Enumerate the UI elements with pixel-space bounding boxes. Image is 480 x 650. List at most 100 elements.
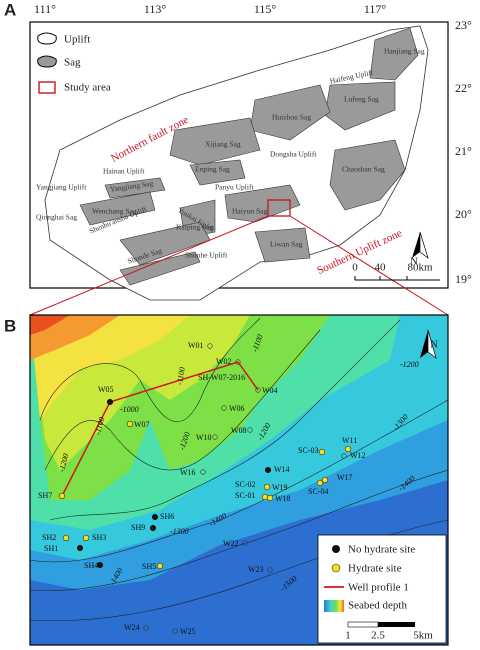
region-label: Huizhou Sag <box>272 113 311 122</box>
zoom-line <box>289 215 449 316</box>
well-label: SH7 <box>38 491 52 500</box>
legend-label: Well profile 1 <box>348 582 409 594</box>
north-label: N <box>410 256 418 268</box>
well-label: W14 <box>274 465 290 474</box>
scale-bar <box>347 621 379 628</box>
region-label: Yangjiang Uplift <box>36 183 87 192</box>
panel-label: A <box>4 0 16 19</box>
contour-label: -1000 <box>120 405 139 414</box>
well-label: W24 <box>124 623 140 632</box>
region-label: Chaoshan Sag <box>342 165 385 174</box>
study-area-box <box>267 199 291 217</box>
well-label: SH6 <box>160 512 174 521</box>
latitude-label: 21° <box>455 144 472 158</box>
well-label: W18 <box>275 494 291 503</box>
well-label: W22 <box>223 539 239 548</box>
scale-label: 5km <box>413 630 433 642</box>
well-sites <box>58 343 352 634</box>
sags <box>79 27 419 286</box>
legend-a: Uplift Sag Study area <box>34 28 152 100</box>
well-label: W19 <box>272 483 288 492</box>
region-label: Panyu Uplift <box>215 183 254 192</box>
well-label: W23 <box>248 565 264 574</box>
region-label: Dongsha Uplift <box>270 150 317 159</box>
well-label: W07 <box>134 420 150 429</box>
legend-label: Seabed depth <box>348 600 407 612</box>
well-label: SH2 <box>42 533 56 542</box>
legend-label: Study area <box>64 82 111 94</box>
seabed-swatch <box>324 600 344 612</box>
scale-label: 1 <box>345 630 351 642</box>
longitude-label: 117° <box>364 2 387 16</box>
hydrate-swatch <box>331 563 341 573</box>
region-label: Shunhe Uplift <box>185 251 228 260</box>
legend-label: Hydrate site <box>348 563 402 575</box>
north-arrow <box>419 231 429 259</box>
latitude-labels: 23° 22° 21° 20° 19° <box>455 18 472 286</box>
latitude-label: 23° <box>455 18 472 32</box>
scale-bar-a: 0 40 80km <box>352 262 440 281</box>
region-label: Kaiping Sag <box>176 223 214 232</box>
well-labels: W01 W02 SH-W07-2016 W04 W05 W06 W07 W08 … <box>38 341 366 636</box>
legend-b: No hydrate site Hydrate site Well profil… <box>317 534 447 644</box>
well-label: W11 <box>342 436 357 445</box>
well-label: SC-02 <box>235 480 255 489</box>
well-label: SH9 <box>131 523 145 532</box>
latitude-label: 20° <box>455 207 472 221</box>
region-label: Wenchang Sag <box>92 207 137 216</box>
well-label: W08 <box>231 426 247 435</box>
longitude-label: 111° <box>34 2 56 16</box>
well-label: W02 <box>216 357 232 366</box>
well-label: SH5 <box>142 562 156 571</box>
sag-swatch <box>37 55 57 68</box>
zoom-line <box>29 215 269 316</box>
well-label: W16 <box>180 468 196 477</box>
scale-label: 2.5 <box>371 630 385 642</box>
region-label: Haiyun Sag <box>232 207 267 216</box>
well-label: W25 <box>180 627 196 636</box>
north-arrow <box>420 330 428 358</box>
well-label: W12 <box>350 451 366 460</box>
well-label: SH4 <box>84 561 98 570</box>
uplift-swatch <box>37 32 57 45</box>
contour-label: -1300 <box>170 527 189 536</box>
latitude-label: 22° <box>455 81 472 95</box>
seabed-contours <box>30 315 448 645</box>
legend-label: Uplift <box>64 34 90 46</box>
panel-label: B <box>4 316 16 335</box>
region-label: Xijiang Sag <box>205 140 241 149</box>
scale-bar <box>378 622 415 627</box>
region-label: Enping Sag <box>195 165 230 174</box>
well-label: SC-03 <box>298 446 318 455</box>
well-label: SH3 <box>92 533 106 542</box>
well-label: SH-W07-2016 <box>198 373 245 382</box>
region-label: Hanjiang Sag <box>384 47 425 56</box>
longitude-label: 113° <box>144 2 167 16</box>
north-arrow <box>412 232 420 258</box>
contour-label: -1200 <box>400 360 419 369</box>
region-label: Hainan Uplift <box>103 167 145 176</box>
well-label: W05 <box>98 385 114 394</box>
scale-label: 40 <box>375 262 387 274</box>
region-label: Qionghai Sag <box>36 213 77 222</box>
scale-label: 80km <box>407 262 433 274</box>
well-label: W06 <box>229 404 245 413</box>
well-label: W04 <box>262 386 278 395</box>
latitude-label: 19° <box>455 272 472 286</box>
no-hydrate-swatch <box>332 545 340 553</box>
north-arrow <box>427 329 437 359</box>
well-label: W10 <box>196 433 212 442</box>
well-label: SC-04 <box>308 487 328 496</box>
well-label: SC-01 <box>235 491 255 500</box>
north-label: N <box>430 339 438 351</box>
region-label: Lufeng Sag <box>344 95 379 104</box>
well-label: W01 <box>188 341 204 350</box>
north-arrow-b: N <box>420 329 438 359</box>
well-label: W17 <box>337 473 353 482</box>
north-arrow-a: N <box>410 231 429 268</box>
region-label: Liwan Sag <box>270 240 303 249</box>
longitude-labels: 111° 113° 115° 117° <box>34 2 386 16</box>
scale-label: 0 <box>352 262 358 274</box>
well-profile <box>61 361 259 497</box>
